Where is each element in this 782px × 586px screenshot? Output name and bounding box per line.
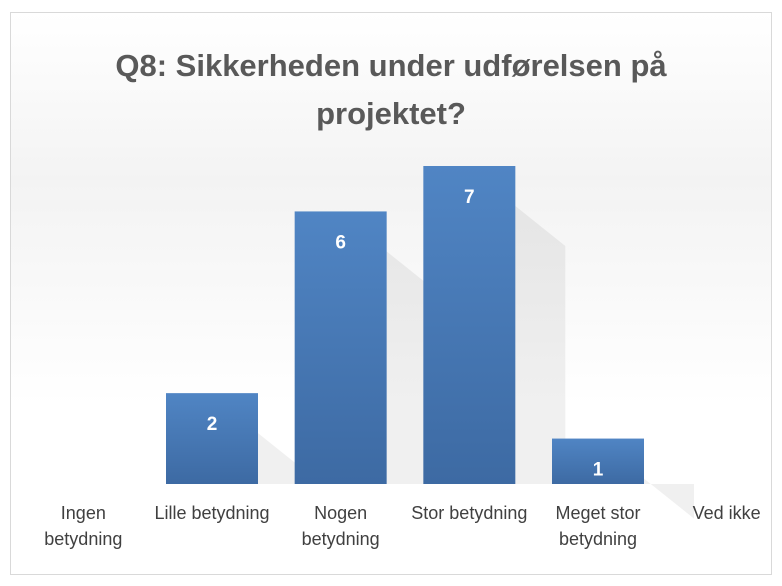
chart-title: Q8: Sikkerheden under udførelsen på proj… [115,48,667,131]
x-tick-label: Ved ikke [692,503,761,523]
value-label: 7 [464,187,475,208]
bar [552,438,644,484]
value-label: 1 [593,460,604,481]
value-label: 6 [335,232,346,253]
x-tick-label: Meget stor betydning [555,503,641,549]
x-tick-label: Stor betydning [411,503,528,523]
x-tick-label: Ingen betydning [44,503,123,549]
x-tick-label: Lille betydning [154,503,270,523]
bar [423,166,516,484]
value-label: 2 [207,414,218,435]
bar-shadow [644,478,694,519]
x-tick-label: Nogen betydning [301,503,380,549]
value-label: 0 [721,445,732,466]
bar-shadow [515,206,566,484]
bar [294,211,387,484]
bar [166,393,258,484]
chart-frame [10,12,772,575]
value-label: 0 [78,445,89,466]
